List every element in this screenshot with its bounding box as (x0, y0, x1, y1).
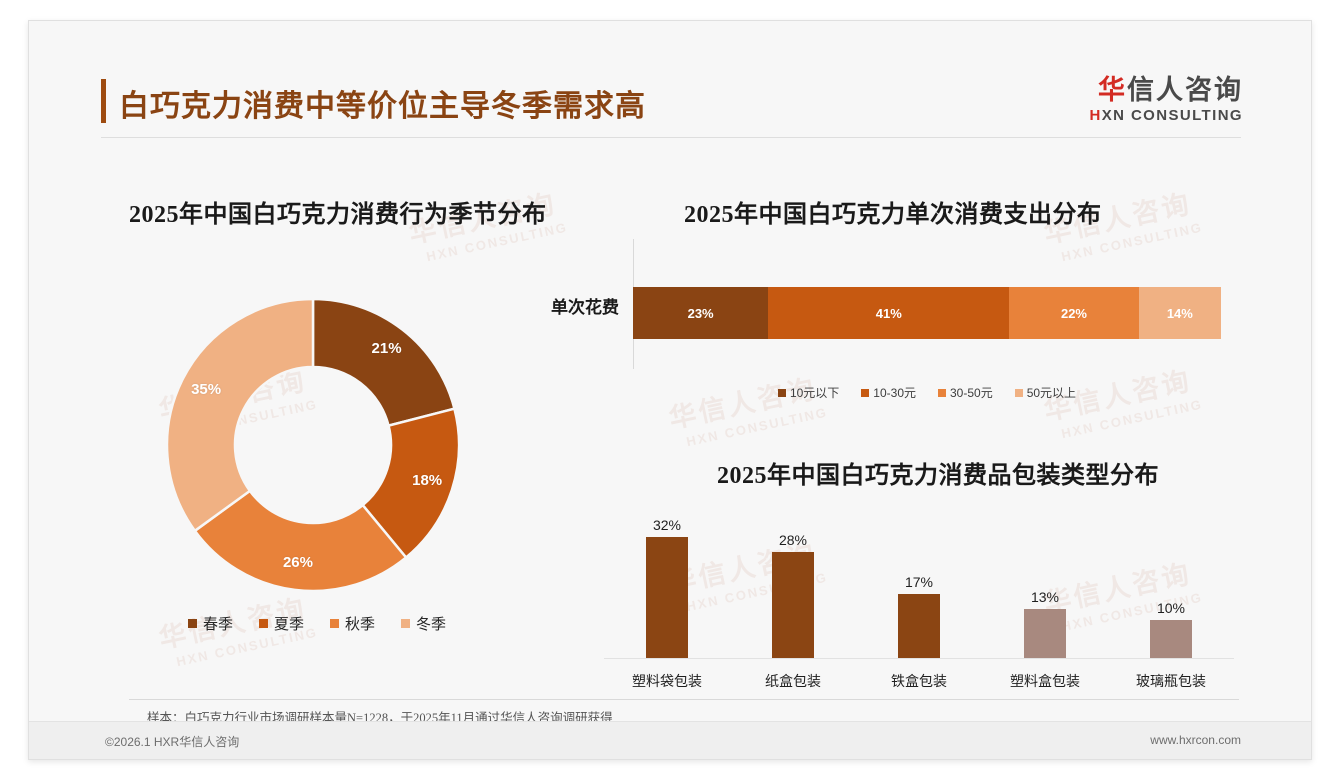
footer-copyright: ©2026.1 HXR华信人咨询 (105, 735, 240, 749)
donut-slice (193, 489, 408, 593)
title-accent-bar (101, 79, 106, 123)
column-chart-title: 2025年中国白巧克力消费品包装类型分布 (717, 463, 1159, 489)
donut-chart-svg (165, 297, 461, 593)
donut-slice (360, 407, 461, 560)
donut-slice-label: 21% (371, 340, 402, 358)
stacked-bar-legend-label: 10元以下 (789, 386, 840, 400)
donut-legend-item[interactable]: 春季 (187, 613, 233, 634)
stacked-bar-segment: 23% (633, 287, 769, 339)
donut-legend-item[interactable]: 夏季 (258, 613, 304, 634)
column-value-label: 32% (652, 517, 682, 534)
column-bar (772, 552, 814, 658)
slide-footer: ©2026.1 HXR华信人咨询 www.hxrcon.com (29, 721, 1311, 759)
stacked-bar-chart-title: 2025年中国白巧克力单次消费支出分布 (684, 202, 1102, 228)
stacked-bar-legend-label: 50元以上 (1026, 386, 1077, 400)
legend-swatch-icon (258, 619, 268, 628)
logo-cn-gray: 信人咨询 (1127, 75, 1243, 105)
header-divider (101, 137, 1241, 138)
donut-legend-label: 春季 (202, 617, 233, 633)
slide-header: 白巧克力消费中等价位主导冬季需求高 华信人咨询 HXN CONSULTING (29, 21, 1311, 138)
column-chart: 32% 28% 17% 13% 10% 塑料袋包装 纸盒包装 铁盒包装 塑料盒包装 玻璃瓶包装 (604, 499, 1234, 695)
watermark: 华信人咨询 HXN CONSULTING (665, 365, 829, 451)
column-category-label: 塑料盒包装 (1010, 675, 1080, 690)
donut-slice (165, 297, 315, 533)
donut-legend-label: 秋季 (345, 617, 376, 633)
page-title: 白巧克力消费中等价位主导冬季需求高 (119, 90, 646, 123)
stacked-bar-legend-label: 10-30元 (873, 386, 916, 400)
stacked-bar-legend-item[interactable]: 50元以上 (1014, 384, 1077, 401)
stacked-bar-segment: 14% (1138, 287, 1221, 339)
stacked-bar-legend-item[interactable]: 10-30元 (861, 384, 916, 401)
stacked-bar-segment: 41% (768, 287, 1010, 339)
donut-slice-label: 18% (412, 472, 443, 490)
column-bar (898, 593, 940, 658)
donut-legend-label: 夏季 (273, 617, 304, 633)
column-value-label: 28% (778, 532, 808, 549)
stacked-bar-legend: 10元以下 10-30元 30-50元 50元以上 (633, 384, 1221, 401)
logo-en-red: H (1089, 107, 1102, 125)
donut-chart-title: 2025年中国白巧克力消费行为季节分布 (129, 202, 547, 228)
column-chart-column: 32% (611, 498, 723, 658)
stacked-bar-segment: 22% (1009, 287, 1139, 339)
stacked-bar-legend-item[interactable]: 30-50元 (938, 384, 993, 401)
column-value-label: 10% (1156, 600, 1186, 617)
legend-swatch-icon (861, 388, 870, 397)
watermark-en: HXN CONSULTING (1060, 396, 1205, 442)
logo-cn-red: 华 (1098, 75, 1127, 105)
legend-swatch-icon (401, 619, 411, 628)
donut-legend-item[interactable]: 秋季 (330, 613, 375, 634)
footer-website: www.hxrcon.com (1150, 733, 1241, 747)
stacked-bar-category-label: 单次花费 (551, 298, 619, 317)
donut-chart-legend: 春季 夏季 秋季 冬季 (157, 613, 477, 634)
donut-slice-label: 26% (282, 554, 313, 572)
column-chart-bars: 32% 28% 17% 13% 10% (604, 498, 1234, 658)
donut-slice (311, 297, 456, 428)
legend-swatch-icon (187, 619, 197, 628)
donut-legend-label: 冬季 (416, 617, 447, 633)
column-chart-column: 10% (1115, 498, 1227, 658)
column-chart-column: 13% (989, 498, 1101, 658)
donut-legend-item[interactable]: 冬季 (401, 613, 446, 634)
column-chart-column: 28% (737, 498, 849, 658)
column-category-label: 塑料袋包装 (632, 675, 702, 690)
column-chart-category-labels: 塑料袋包装 纸盒包装 铁盒包装 塑料盒包装 玻璃瓶包装 (604, 671, 1234, 691)
logo-english: HXN CONSULTING (1090, 107, 1244, 124)
column-bar (1024, 608, 1066, 658)
legend-swatch-icon (330, 619, 339, 628)
donut-chart: 21% 18% 26% 35% (157, 289, 469, 601)
column-chart-column: 17% (863, 498, 975, 658)
column-category-label: 纸盒包装 (765, 675, 821, 690)
legend-swatch-icon (938, 388, 946, 397)
stacked-bar-legend-item[interactable]: 10元以下 (777, 384, 840, 401)
column-bar (1150, 620, 1192, 658)
stacked-bar-legend-label: 30-50元 (950, 386, 993, 400)
column-value-label: 13% (1030, 588, 1060, 605)
sample-divider (129, 699, 1239, 700)
column-value-label: 17% (904, 573, 934, 590)
legend-swatch-icon (1014, 388, 1023, 397)
column-category-label: 铁盒包装 (891, 675, 947, 690)
slide-canvas: 华信人咨询 HXN CONSULTING 华信人咨询 HXN CONSULTIN… (28, 20, 1312, 760)
watermark-en: HXN CONSULTING (685, 404, 830, 450)
column-bar (646, 537, 688, 658)
logo-chinese: 华信人咨询 (1090, 76, 1244, 104)
stacked-bar: 23% 41% 22% 14% (633, 287, 1221, 339)
company-logo: 华信人咨询 HXN CONSULTING (1090, 76, 1244, 125)
column-chart-baseline (604, 658, 1234, 659)
legend-swatch-icon (777, 388, 786, 397)
logo-en-gray: XN CONSULTING (1101, 107, 1243, 125)
donut-slice-label: 35% (191, 380, 222, 398)
column-category-label: 玻璃瓶包装 (1136, 675, 1206, 690)
